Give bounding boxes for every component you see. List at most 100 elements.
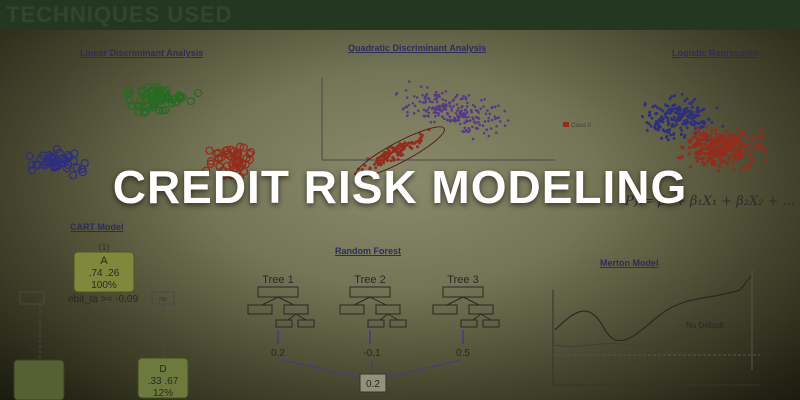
scatter-point [665, 135, 668, 139]
scatter-point [714, 128, 718, 132]
scatter-point [62, 164, 72, 173]
cart-node-a-probs: .74 .26 [89, 268, 120, 279]
scatter-point [141, 107, 150, 116]
scatter-point [148, 91, 157, 101]
scatter-point [385, 159, 389, 163]
qda-red-cluster [354, 128, 431, 176]
scatter-point [689, 138, 693, 142]
scatter-point [465, 120, 469, 123]
scatter-point [689, 102, 693, 106]
scatter-point [227, 170, 236, 180]
scatter-point [25, 151, 34, 161]
rf-tree-node [480, 313, 492, 321]
scatter-point [52, 156, 61, 165]
scatter-point [666, 119, 670, 123]
scatter-point [695, 107, 699, 111]
scatter-point [161, 89, 171, 99]
scatter-point [643, 103, 647, 107]
scatter-point [417, 109, 420, 113]
scatter-point [421, 93, 424, 97]
scatter-point [413, 104, 417, 108]
rf-tree-node [432, 304, 458, 315]
scatter-point [692, 119, 696, 123]
rf-output-1: 0.2 [271, 348, 285, 359]
scatter-point [401, 142, 405, 146]
scatter-point [428, 100, 432, 103]
scatter-point [721, 159, 725, 163]
rf-output-2: -0.1 [363, 348, 381, 359]
scatter-point [454, 111, 458, 115]
scatter-point [654, 123, 657, 126]
scatter-point [651, 105, 655, 109]
scatter-point [719, 138, 723, 142]
scatter-point [426, 114, 429, 118]
cart-node-d-probs: .33 .67 [148, 376, 179, 387]
scatter-point [693, 134, 698, 138]
cart-node-a-pct: 100% [91, 280, 117, 291]
scatter-point [697, 136, 701, 140]
scatter-point [466, 101, 469, 105]
scatter-point [705, 125, 709, 129]
scatter-point [423, 114, 427, 118]
scatter-point [757, 143, 761, 147]
scatter-point [693, 115, 697, 119]
scatter-point [45, 151, 54, 160]
rf-result: 0.2 [366, 379, 380, 390]
scatter-point [653, 125, 657, 129]
scatter-point [424, 100, 428, 103]
scatter-point [489, 127, 493, 130]
scatter-point [455, 103, 459, 106]
scatter-point [656, 128, 660, 132]
scatter-point [743, 144, 747, 148]
scatter-point [690, 113, 694, 117]
scatter-point [746, 138, 751, 142]
scatter-point [663, 112, 667, 116]
scatter-point [495, 131, 498, 134]
scatter-point [763, 150, 767, 154]
scatter-point [488, 112, 492, 116]
scatter-point [683, 99, 687, 103]
scatter-point [705, 145, 709, 149]
scatter-point [462, 115, 465, 119]
scatter-point [471, 137, 475, 141]
scatter-point [760, 145, 764, 150]
scatter-point [757, 146, 761, 150]
scatter-point [446, 111, 449, 115]
scatter-point [753, 134, 757, 138]
scatter-point [711, 142, 715, 146]
cart-node-left [13, 359, 65, 400]
scatter-point [245, 155, 254, 164]
scatter-point [497, 104, 500, 107]
scatter-point [399, 154, 403, 157]
scatter-point [714, 132, 718, 136]
scatter-point [742, 132, 746, 136]
scatter-point [457, 106, 460, 110]
scatter-point [392, 157, 396, 161]
scatter-point [647, 114, 651, 117]
scatter-point [736, 128, 740, 132]
scatter-point [221, 146, 230, 156]
scatter-point [692, 131, 696, 135]
scatter-point [427, 97, 431, 101]
scatter-point [448, 119, 452, 122]
scatter-point [490, 118, 494, 122]
scatter-point [372, 162, 376, 166]
rf-tree-node [247, 304, 273, 315]
scatter-point [701, 156, 705, 160]
scatter-point [441, 102, 445, 106]
scatter-point [40, 161, 50, 170]
scatter-point [378, 161, 382, 165]
scatter-point [448, 115, 452, 118]
rf-tree-node [295, 313, 307, 321]
scatter-point [435, 100, 439, 104]
scatter-point [460, 105, 464, 109]
scatter-point [690, 105, 694, 109]
scatter-point [476, 116, 479, 119]
rf-label: Random Forest [335, 246, 402, 256]
scatter-point [216, 153, 226, 162]
scatter-point [716, 143, 720, 147]
scatter-point [396, 157, 400, 161]
scatter-point [442, 108, 445, 111]
scatter-point [435, 98, 439, 101]
scatter-point [484, 112, 488, 116]
